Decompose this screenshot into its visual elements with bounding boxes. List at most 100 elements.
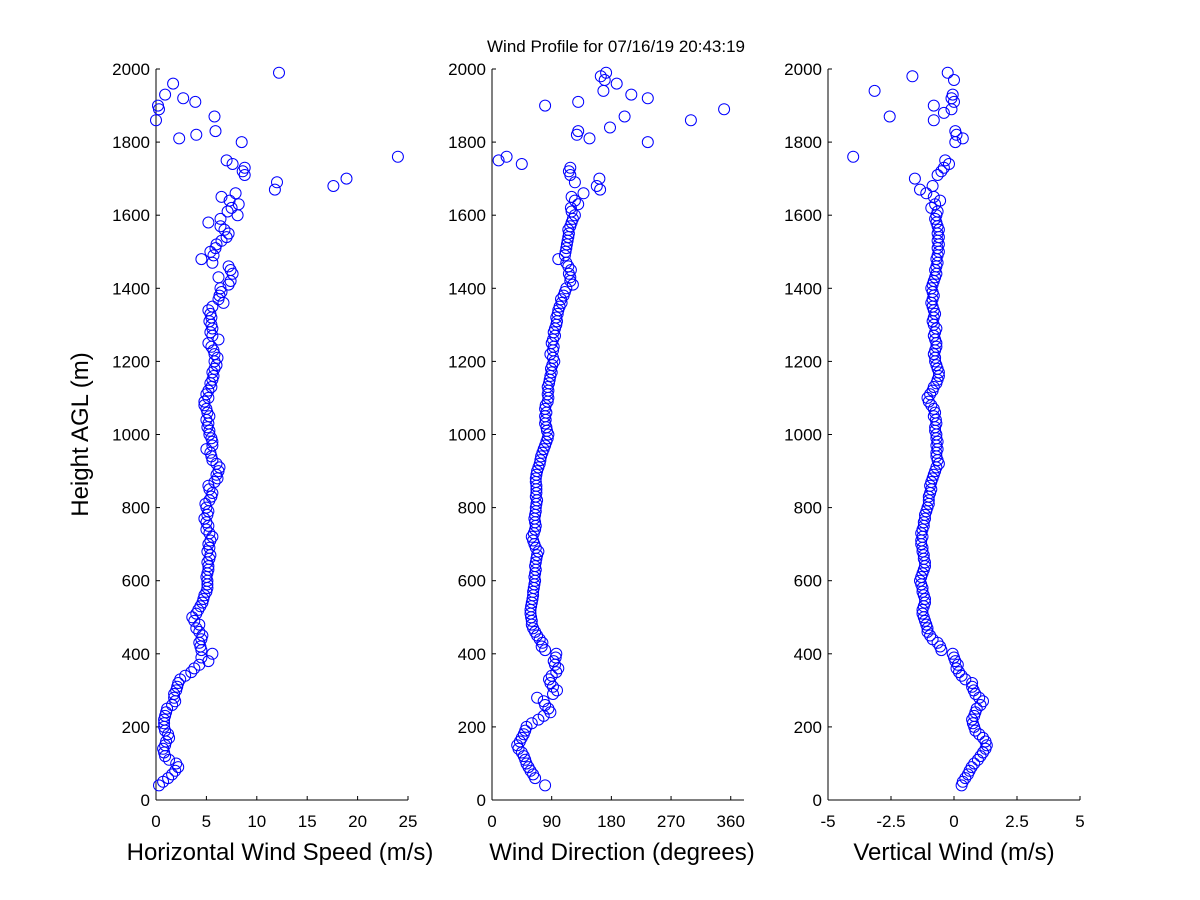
data-point xyxy=(515,158,528,170)
y-tick-label: 1000 xyxy=(784,426,822,445)
figure-title: Wind Profile for 07/16/19 20:43:19 xyxy=(487,37,745,56)
data-point xyxy=(179,669,192,682)
y-tick-label: 1600 xyxy=(784,206,822,225)
x-tick-label: 20 xyxy=(348,812,367,831)
x-tick-label: 270 xyxy=(657,812,685,831)
data-point xyxy=(718,103,731,116)
x-tick-label: 360 xyxy=(717,812,745,831)
data-point xyxy=(208,110,221,123)
data-point xyxy=(222,260,235,273)
data-point xyxy=(959,772,972,785)
data-point xyxy=(927,99,940,112)
y-tick-label: 1000 xyxy=(112,426,150,445)
y-tick-label: 400 xyxy=(458,645,486,664)
data-point xyxy=(166,768,179,781)
data-point xyxy=(572,125,585,138)
data-point xyxy=(924,388,937,401)
data-point xyxy=(153,779,165,792)
data-point xyxy=(190,128,203,141)
y-tick-label: 200 xyxy=(794,718,822,737)
data-point xyxy=(173,132,186,145)
data-point xyxy=(162,772,175,785)
data-point xyxy=(192,603,205,616)
data-point xyxy=(610,77,623,90)
data-point xyxy=(167,77,180,90)
x-tick-label: 25 xyxy=(399,812,418,831)
data-point xyxy=(547,688,559,700)
data-point xyxy=(919,512,931,525)
data-point xyxy=(956,132,969,145)
data-point xyxy=(968,757,981,770)
y-tick-label: 1800 xyxy=(112,133,150,152)
y-tick-label: 600 xyxy=(122,572,150,591)
data-point xyxy=(150,114,162,127)
x-tick-label: 0 xyxy=(949,812,958,831)
data-point xyxy=(583,132,596,145)
data-point xyxy=(908,172,921,185)
data-point xyxy=(974,699,987,711)
data-point xyxy=(925,201,938,214)
data-point xyxy=(529,472,542,485)
data-point xyxy=(202,655,215,668)
data-point xyxy=(539,779,552,792)
data-point xyxy=(868,84,881,97)
data-point xyxy=(223,194,236,207)
data-point xyxy=(225,201,238,214)
data-point xyxy=(931,169,944,181)
data-point xyxy=(549,651,562,664)
data-point xyxy=(565,190,578,203)
y-tick-label: 1600 xyxy=(448,206,486,225)
y-tick-label: 200 xyxy=(122,718,150,737)
data-point xyxy=(208,476,221,488)
data-point xyxy=(202,304,215,317)
data-point xyxy=(235,136,248,149)
data-point xyxy=(926,180,939,192)
data-point xyxy=(168,688,181,700)
data-point xyxy=(206,300,219,313)
data-point xyxy=(590,180,603,192)
data-point xyxy=(600,66,613,79)
data-point xyxy=(206,439,219,452)
data-point xyxy=(391,150,404,163)
y-tick-label: 1400 xyxy=(112,279,150,298)
data-point xyxy=(951,658,964,671)
data-point xyxy=(562,227,575,240)
data-point xyxy=(684,114,697,127)
y-axis-title: Height AGL (m) xyxy=(67,352,94,517)
y-tick-label: 400 xyxy=(794,645,822,664)
data-point xyxy=(948,95,960,108)
x-tick-label: 5 xyxy=(202,812,211,831)
data-point xyxy=(212,333,225,346)
data-point xyxy=(218,223,231,236)
data-point xyxy=(625,88,638,101)
data-point xyxy=(198,395,211,408)
data-point xyxy=(946,88,959,101)
data-point xyxy=(572,95,585,108)
data-point xyxy=(572,198,585,211)
data-point xyxy=(920,187,933,200)
x-tick-label: 10 xyxy=(247,812,266,831)
y-tick-label: 0 xyxy=(141,791,150,810)
data-point xyxy=(229,187,242,200)
y-tick-label: 600 xyxy=(794,572,822,591)
data-point xyxy=(568,194,581,207)
data-point xyxy=(530,468,543,481)
data-point xyxy=(927,114,940,127)
data-point xyxy=(959,673,972,686)
data-point xyxy=(883,110,896,123)
data-point xyxy=(914,183,926,196)
y-tick-label: 2000 xyxy=(112,60,150,79)
y-tick-label: 1000 xyxy=(448,426,486,445)
data-point xyxy=(214,212,227,225)
x-tick-label: -5 xyxy=(820,812,835,831)
data-point xyxy=(206,647,219,660)
data-point xyxy=(565,205,578,218)
data-point xyxy=(922,494,935,507)
y-tick-label: 1200 xyxy=(784,352,822,371)
data-point xyxy=(941,66,954,79)
data-point xyxy=(560,282,573,295)
vertical-wind-panel: 0 200 400 600 800 1000 1200 1400 1600 1800 2000 -5 -… xyxy=(784,60,1085,866)
data-point xyxy=(927,381,940,393)
data-point xyxy=(196,629,209,642)
data-point xyxy=(916,585,929,598)
